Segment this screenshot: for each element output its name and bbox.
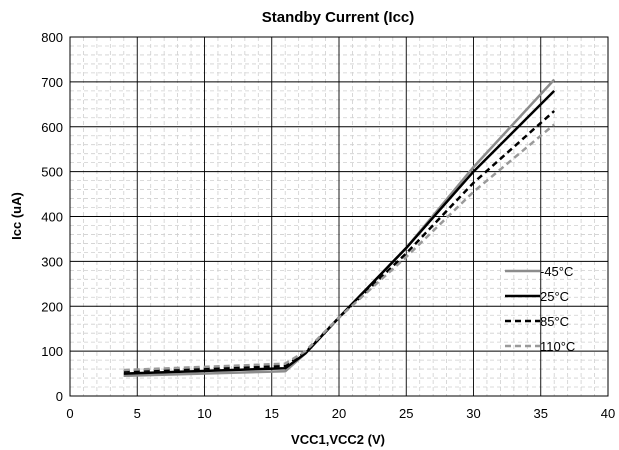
x-tick-label: 40 xyxy=(601,406,615,421)
y-tick-label: 0 xyxy=(56,389,63,404)
x-tick-label: 30 xyxy=(466,406,480,421)
legend-label: 85°C xyxy=(540,314,569,329)
legend-label: -45°C xyxy=(540,264,573,279)
y-tick-label: 500 xyxy=(41,165,63,180)
x-tick-label: 5 xyxy=(134,406,141,421)
series-line xyxy=(123,123,556,372)
legend: -45°C 25°C 85°C 110°C xyxy=(505,264,575,354)
x-tick-label: 25 xyxy=(399,406,413,421)
y-tick-label: 700 xyxy=(41,75,63,90)
legend-label: 110°C xyxy=(540,339,575,354)
x-tick-label: 20 xyxy=(332,406,346,421)
x-tick-label: 15 xyxy=(265,406,279,421)
y-tick-label: 200 xyxy=(41,299,63,314)
y-tick-label: 400 xyxy=(41,210,63,225)
x-tick-labels: 0 5 10 15 20 25 30 35 40 xyxy=(66,406,615,421)
y-tick-labels: 0 100 200 300 400 500 600 700 800 xyxy=(41,30,63,404)
y-tick-label: 600 xyxy=(41,120,63,135)
series-lines xyxy=(123,78,556,378)
plot-frame xyxy=(69,36,609,397)
y-tick-label: 300 xyxy=(41,254,63,269)
y-tick-label: 800 xyxy=(41,30,63,45)
x-tick-label: 35 xyxy=(534,406,548,421)
y-axis-label: Icc (uA) xyxy=(9,192,24,240)
chart-title: Standby Current (Icc) xyxy=(262,9,415,26)
x-axis-label: VCC1,VCC2 (V) xyxy=(291,432,385,447)
grid xyxy=(69,36,609,397)
x-tick-label: 0 xyxy=(66,406,73,421)
legend-label: 25°C xyxy=(540,289,569,304)
y-tick-label: 100 xyxy=(41,344,63,359)
x-tick-label: 10 xyxy=(197,406,211,421)
